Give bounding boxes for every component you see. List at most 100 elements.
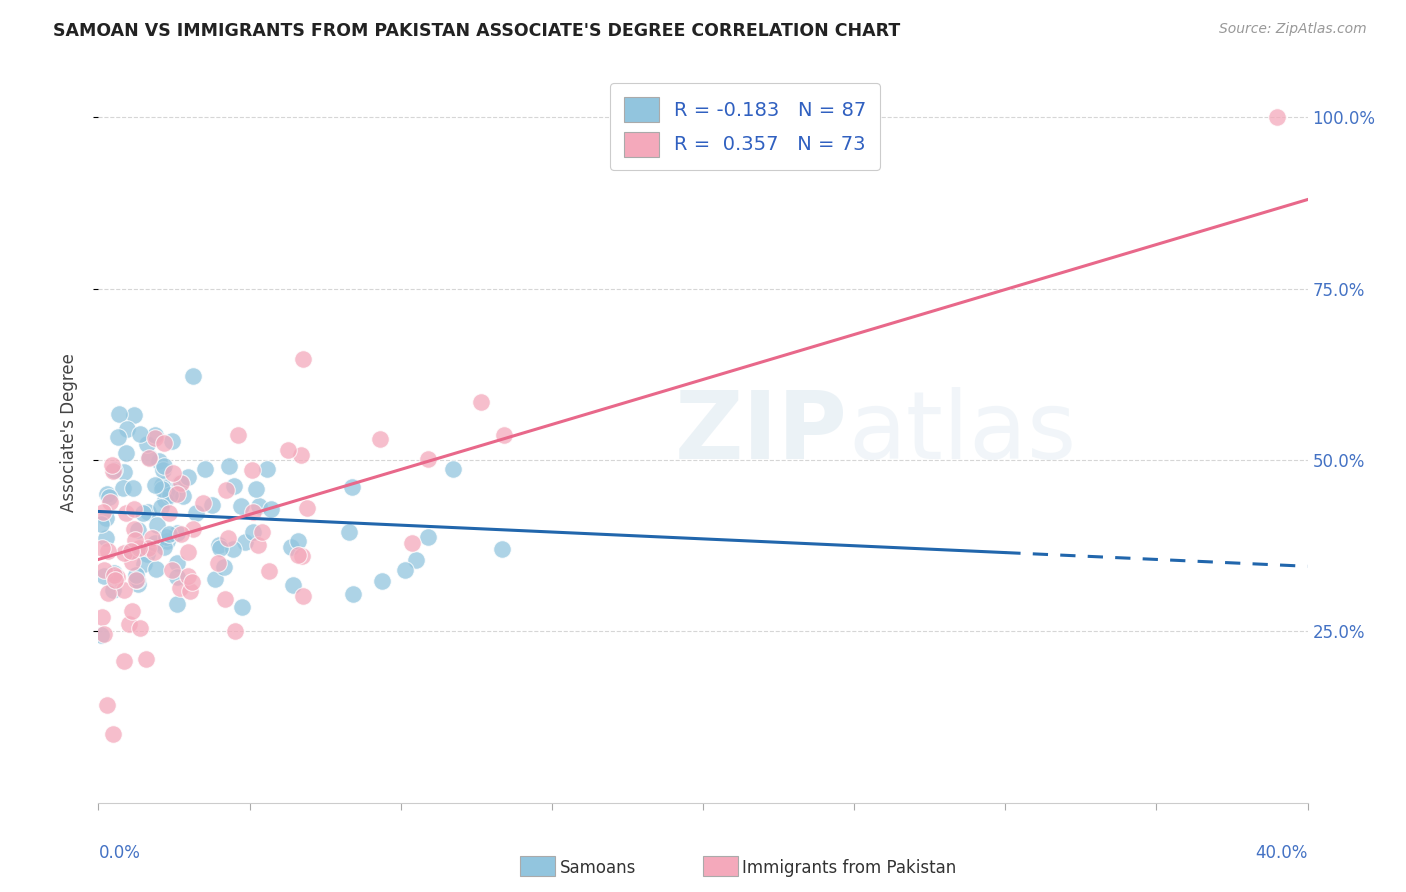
Point (107, 430, 129, 444)
Point (166, 556, 188, 570)
Point (214, 592, 236, 607)
Point (207, 556, 229, 570)
Point (245, 482, 267, 496)
Point (157, 527, 180, 541)
Point (183, 369, 205, 384)
Point (124, 522, 146, 536)
Point (287, 548, 309, 562)
Point (370, 432, 392, 446)
Point (162, 467, 184, 481)
Point (416, 530, 439, 544)
Point (138, 450, 160, 464)
Point (108, 407, 131, 421)
Point (292, 589, 315, 603)
Point (141, 531, 163, 545)
Text: atlas: atlas (848, 386, 1077, 479)
Point (214, 483, 236, 497)
Point (127, 523, 149, 537)
Point (287, 533, 309, 548)
Point (94, 531, 117, 545)
Point (150, 483, 173, 497)
Point (104, 573, 127, 587)
Point (242, 524, 264, 539)
Point (118, 617, 141, 632)
Point (93, 626, 115, 640)
Text: 40.0%: 40.0% (1256, 844, 1308, 862)
Point (260, 501, 283, 516)
Point (152, 435, 174, 450)
Point (91, 610, 114, 624)
Point (155, 530, 177, 544)
Point (441, 462, 464, 476)
Point (277, 443, 299, 458)
Point (166, 525, 188, 540)
Point (181, 575, 204, 590)
Point (135, 547, 157, 561)
Point (153, 540, 176, 554)
Text: Source: ZipAtlas.com: Source: ZipAtlas.com (1219, 22, 1367, 37)
Point (224, 479, 246, 493)
Point (177, 469, 200, 483)
Point (218, 459, 240, 474)
Point (162, 563, 184, 577)
Point (97, 490, 120, 504)
Point (394, 563, 416, 577)
Point (226, 428, 249, 442)
Point (170, 527, 193, 541)
Point (127, 576, 149, 591)
Point (121, 555, 143, 569)
Point (105, 570, 128, 584)
Point (128, 541, 150, 555)
Point (370, 574, 392, 589)
Point (124, 501, 146, 516)
Point (124, 408, 146, 422)
Point (246, 538, 269, 552)
Point (208, 541, 231, 556)
Point (172, 489, 194, 503)
Point (153, 493, 176, 508)
Point (150, 478, 173, 492)
Point (491, 542, 513, 557)
Point (112, 654, 135, 668)
Point (135, 652, 157, 666)
Point (152, 458, 174, 473)
Point (169, 475, 191, 490)
Point (337, 524, 360, 539)
Point (112, 545, 135, 559)
Point (96, 486, 118, 500)
Point (90, 628, 112, 642)
Point (224, 624, 246, 638)
Point (494, 428, 516, 442)
Point (405, 553, 427, 567)
Point (136, 505, 159, 519)
Legend: R = -0.183   N = 87, R =  0.357   N = 73: R = -0.183 N = 87, R = 0.357 N = 73 (610, 83, 880, 170)
Point (121, 481, 143, 495)
Point (416, 452, 439, 467)
Point (125, 568, 148, 582)
Point (97, 544, 120, 558)
Point (136, 437, 159, 451)
Point (222, 542, 245, 557)
Point (101, 464, 124, 478)
Point (96, 698, 118, 712)
Point (112, 582, 135, 597)
Point (242, 463, 264, 477)
Point (257, 564, 280, 578)
Point (138, 450, 160, 465)
Point (280, 541, 302, 555)
Point (169, 475, 191, 490)
Point (290, 448, 312, 462)
Point (143, 428, 166, 442)
Point (150, 500, 173, 515)
Point (100, 458, 122, 472)
Point (145, 562, 167, 576)
Point (250, 524, 273, 539)
Point (146, 518, 169, 533)
Point (136, 541, 159, 556)
Point (91, 505, 114, 519)
Point (142, 545, 165, 559)
Point (160, 434, 183, 448)
Point (166, 570, 188, 584)
Point (93, 563, 115, 577)
Point (111, 481, 134, 495)
